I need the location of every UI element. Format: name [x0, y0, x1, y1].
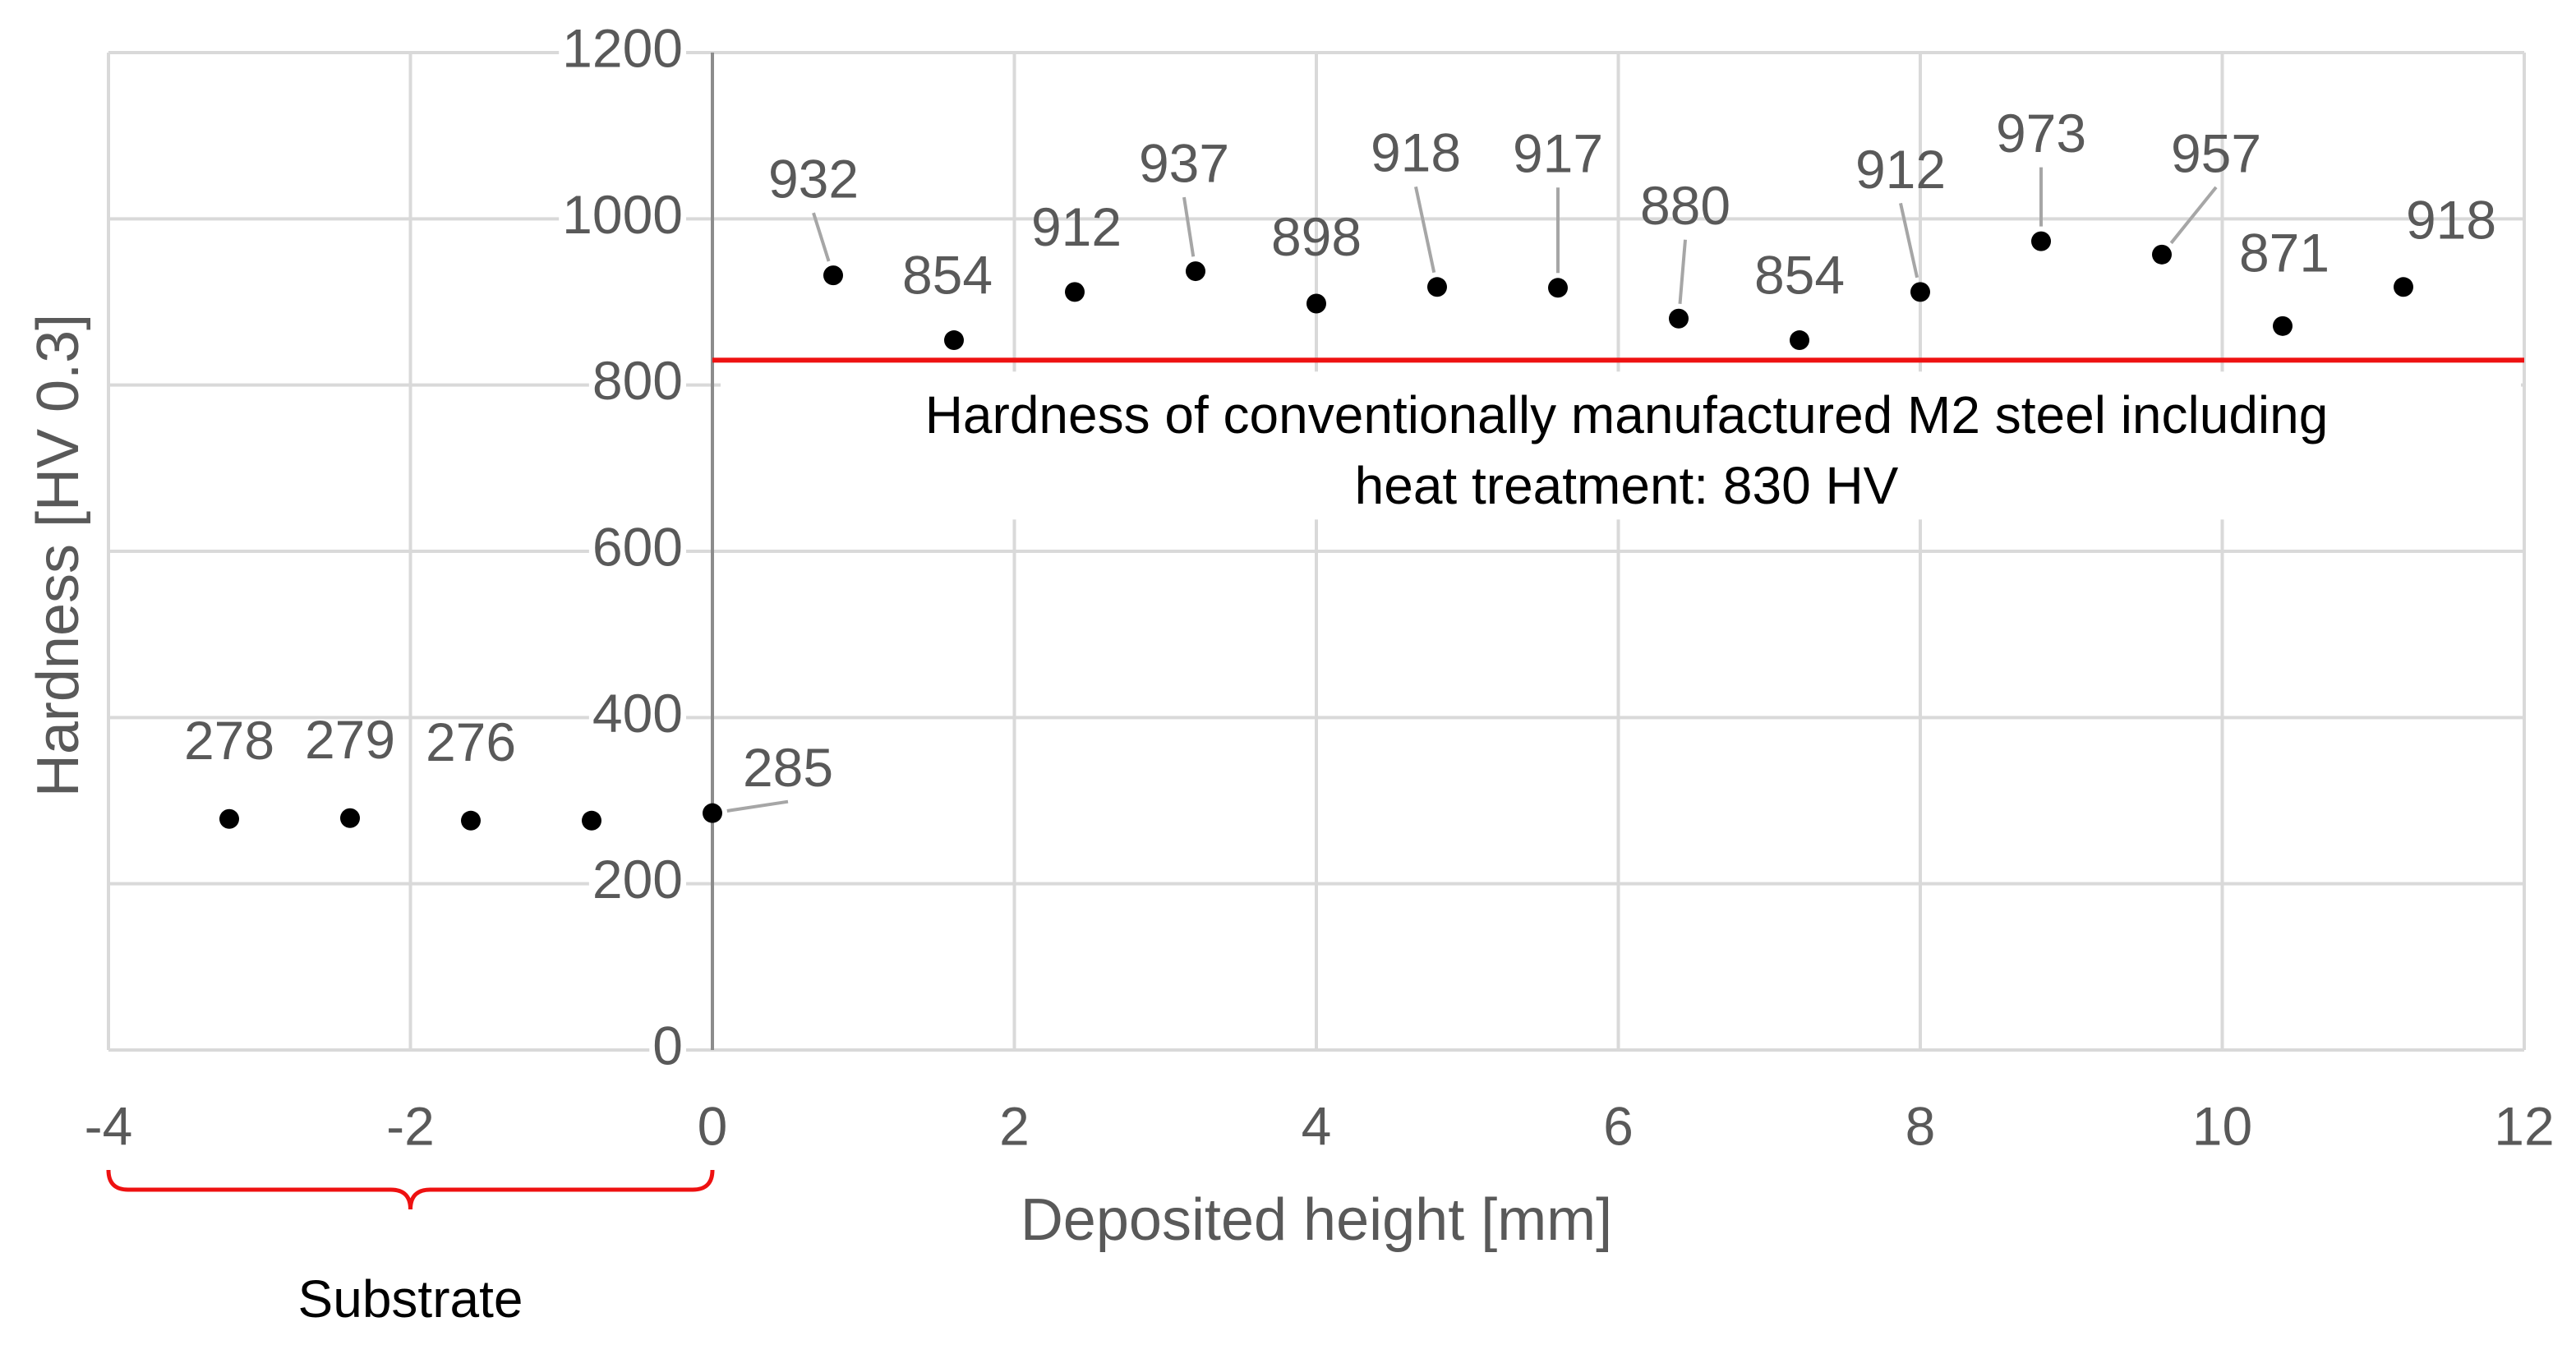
point — [1790, 330, 1809, 351]
annotation-bg — [721, 371, 2521, 520]
leader-line — [1678, 239, 1687, 304]
tick-label-bg — [588, 854, 686, 905]
brace-label: Substrate — [298, 1269, 523, 1329]
data-label: 912 — [1855, 139, 1946, 200]
data-label: 854 — [1754, 244, 1845, 305]
leader-line — [1414, 186, 1436, 274]
leader-line — [1899, 202, 1919, 279]
point — [2394, 277, 2413, 297]
y-tick-label: 400 — [592, 683, 683, 744]
point — [461, 810, 481, 831]
point — [703, 803, 722, 823]
annotation: Hardness of conventionally manufactured … — [925, 385, 2329, 444]
x-tick-label: 12 — [2494, 1095, 2554, 1156]
annotation: heat treatment: 830 HV — [1355, 456, 1899, 515]
data-label: 918 — [1371, 122, 1461, 183]
x-tick-label: -4 — [85, 1095, 133, 1156]
leader-line — [812, 212, 831, 262]
x-tick-label: 4 — [1302, 1095, 1332, 1156]
x-tick-label: -2 — [386, 1095, 435, 1156]
y-tick-label: 1000 — [562, 184, 683, 245]
x-axis-label: Deposited height [mm] — [1021, 1187, 1612, 1253]
data-label: 285 — [743, 737, 833, 798]
data-label: 278 — [184, 710, 274, 771]
point — [2031, 231, 2051, 251]
brace — [106, 1169, 715, 1210]
y-tick-label: 200 — [592, 849, 683, 910]
point — [1910, 282, 1930, 302]
x-tick-label: 10 — [2192, 1095, 2252, 1156]
data-label: 898 — [1271, 206, 1362, 267]
point — [1427, 277, 1447, 297]
leader-line — [1182, 196, 1196, 257]
point — [219, 808, 239, 829]
data-label: 276 — [426, 712, 516, 772]
data-label: 918 — [2406, 190, 2496, 251]
tick-label-bg — [588, 521, 686, 573]
point — [1306, 293, 1326, 314]
point — [1186, 261, 1205, 282]
point — [2152, 244, 2172, 265]
data-label: 871 — [2239, 222, 2329, 283]
tick-label-bg — [588, 355, 686, 407]
y-tick-label: 0 — [652, 1015, 683, 1075]
data-label: 937 — [1139, 133, 1229, 194]
point — [1669, 308, 1689, 329]
point — [944, 330, 964, 351]
data-label: 973 — [1996, 103, 2086, 163]
point — [2273, 315, 2293, 336]
y-axis-label: Hardness [HV 0.3] — [25, 314, 91, 797]
point — [1065, 282, 1085, 302]
point — [340, 808, 360, 828]
y-tick-label: 600 — [592, 516, 683, 577]
data-label: 854 — [902, 244, 993, 305]
x-tick-label: 6 — [1603, 1095, 1634, 1156]
tick-label-bg — [649, 1020, 686, 1071]
tick-label-bg — [588, 687, 686, 739]
data-label: 912 — [1031, 196, 1122, 257]
leader-line — [2169, 186, 2218, 245]
tick-label-bg — [559, 22, 686, 74]
x-tick-label: 8 — [1906, 1095, 1936, 1156]
tick-label-bg — [559, 188, 686, 240]
leader-line — [726, 799, 789, 813]
point — [582, 810, 601, 831]
data-label: 880 — [1640, 175, 1730, 236]
y-tick-label: 800 — [592, 350, 683, 411]
data-label: 279 — [305, 709, 395, 770]
point — [1548, 278, 1568, 298]
point — [823, 265, 843, 286]
x-tick-label: 2 — [999, 1095, 1030, 1156]
x-tick-label: 0 — [698, 1095, 728, 1156]
data-label: 957 — [2171, 122, 2261, 183]
data-label: 917 — [1513, 123, 1603, 184]
y-tick-label: 1200 — [562, 17, 683, 78]
data-label: 932 — [768, 149, 859, 210]
